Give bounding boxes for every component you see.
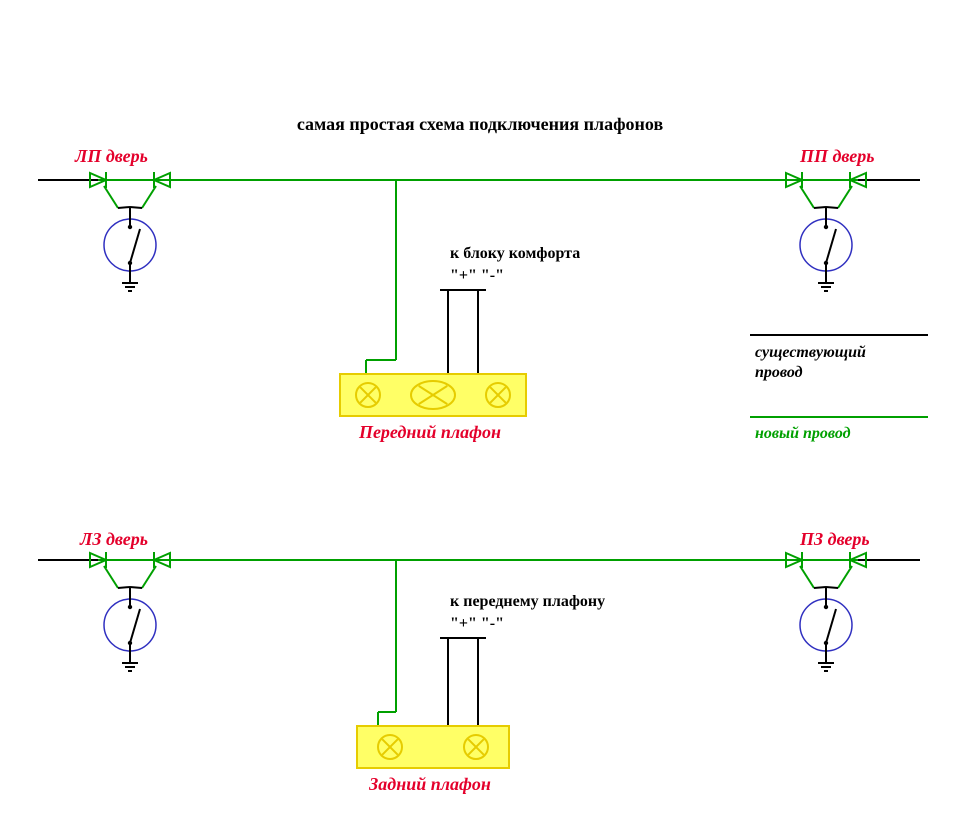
label-lz-door: ЛЗ дверь <box>79 529 148 549</box>
label-comfort-polarity: "+" "-" <box>450 267 504 284</box>
label-pz-door: ПЗ дверь <box>799 529 870 549</box>
label-comfort-block: к блоку комфорта <box>450 245 580 262</box>
label-front-lamp: Передний плафон <box>358 422 501 442</box>
front-dome-lamp <box>340 374 526 416</box>
label-pp-door: ПП дверь <box>799 146 874 166</box>
rear-dome-lamp <box>357 726 509 768</box>
label-rear-lamp: Задний плафон <box>368 774 491 794</box>
wiring-diagram: самая простая схема подключения плафонов… <box>0 0 960 836</box>
label-to-front-polarity: "+" "-" <box>450 615 504 632</box>
label-lp-door: ЛП дверь <box>74 146 148 166</box>
legend-new-wire: новый провод <box>755 425 851 442</box>
label-to-front-lamp: к переднему плафону <box>450 593 605 610</box>
legend-existing-wire-2: провод <box>755 364 803 381</box>
legend-existing-wire: существующий <box>755 344 866 361</box>
diagram-title: самая простая схема подключения плафонов <box>297 114 664 134</box>
